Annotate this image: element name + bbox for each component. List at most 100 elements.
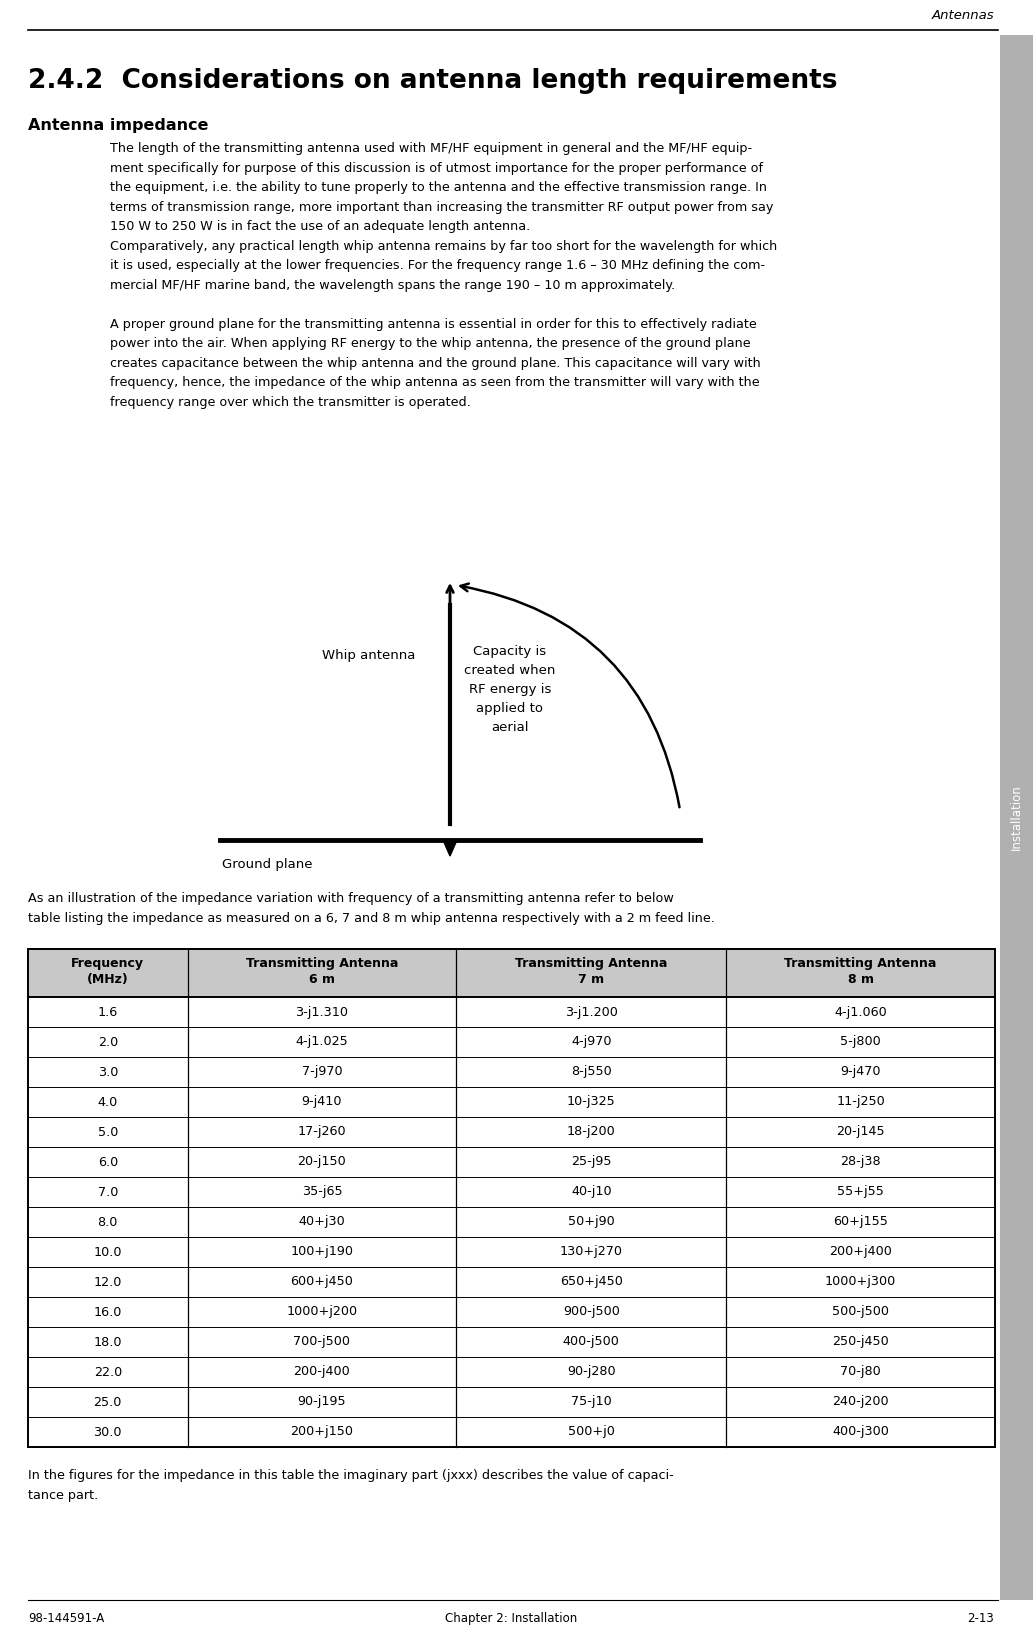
Text: 1000+j200: 1000+j200 — [286, 1305, 357, 1318]
Text: aerial: aerial — [492, 722, 529, 735]
Text: created when: created when — [464, 665, 556, 678]
Text: Chapter 2: Installation: Chapter 2: Installation — [445, 1613, 577, 1626]
Text: RF energy is: RF energy is — [469, 683, 552, 696]
Text: 35-j65: 35-j65 — [302, 1186, 342, 1199]
Bar — [28, 950, 995, 1447]
Text: 7 m: 7 m — [578, 973, 604, 986]
Text: Antennas: Antennas — [932, 8, 994, 21]
Text: 3-j1.200: 3-j1.200 — [565, 1005, 618, 1018]
Text: 240-j200: 240-j200 — [833, 1396, 889, 1409]
Text: 150 W to 250 W is in fact the use of an adequate length antenna.: 150 W to 250 W is in fact the use of an … — [109, 220, 530, 233]
Text: 4.0: 4.0 — [98, 1095, 118, 1108]
Text: 50+j90: 50+j90 — [568, 1215, 615, 1228]
Text: 98-144591-A: 98-144591-A — [28, 1613, 104, 1626]
Text: Capacity is: Capacity is — [473, 645, 546, 658]
Text: table listing the impedance as measured on a 6, 7 and 8 m whip antenna respectiv: table listing the impedance as measured … — [28, 912, 715, 925]
Text: 4-j1.060: 4-j1.060 — [835, 1005, 887, 1018]
Text: power into the air. When applying RF energy to the whip antenna, the presence of: power into the air. When applying RF ene… — [109, 337, 751, 350]
Text: 25.0: 25.0 — [94, 1396, 122, 1409]
Text: 40-j10: 40-j10 — [571, 1186, 612, 1199]
Text: 2-13: 2-13 — [967, 1613, 994, 1626]
Text: 20-j145: 20-j145 — [837, 1126, 885, 1139]
Text: 400-j300: 400-j300 — [833, 1425, 889, 1438]
Text: 16.0: 16.0 — [94, 1305, 122, 1318]
Polygon shape — [443, 841, 457, 855]
Text: mercial MF/HF marine band, the wavelength spans the range 190 – 10 m approximate: mercial MF/HF marine band, the wavelengt… — [109, 279, 676, 292]
Text: it is used, especially at the lower frequencies. For the frequency range 1.6 – 3: it is used, especially at the lower freq… — [109, 259, 765, 272]
Text: 30.0: 30.0 — [94, 1425, 122, 1438]
Text: 17-j260: 17-j260 — [298, 1126, 346, 1139]
Text: tance part.: tance part. — [28, 1489, 98, 1502]
Text: Transmitting Antenna: Transmitting Antenna — [515, 956, 667, 969]
Text: 55+j55: 55+j55 — [837, 1186, 884, 1199]
Text: 1.6: 1.6 — [98, 1005, 118, 1018]
Text: Transmitting Antenna: Transmitting Antenna — [784, 956, 937, 969]
Text: A proper ground plane for the transmitting antenna is essential in order for thi: A proper ground plane for the transmitti… — [109, 318, 757, 331]
Text: 75-j10: 75-j10 — [571, 1396, 612, 1409]
Text: 18.0: 18.0 — [94, 1336, 122, 1349]
Text: terms of transmission range, more important than increasing the transmitter RF o: terms of transmission range, more import… — [109, 200, 774, 213]
Text: 130+j270: 130+j270 — [560, 1246, 623, 1259]
Text: 200+j150: 200+j150 — [290, 1425, 353, 1438]
Bar — [1000, 34, 1033, 1600]
Text: 4-j970: 4-j970 — [571, 1036, 612, 1049]
Text: 400-j500: 400-j500 — [563, 1336, 620, 1349]
Text: Frequency: Frequency — [71, 956, 145, 969]
Text: 500+j0: 500+j0 — [568, 1425, 615, 1438]
Text: the equipment, i.e. the ability to tune properly to the antenna and the effectiv: the equipment, i.e. the ability to tune … — [109, 181, 766, 194]
Text: 60+j155: 60+j155 — [834, 1215, 888, 1228]
Text: 90-j195: 90-j195 — [298, 1396, 346, 1409]
Text: 12.0: 12.0 — [94, 1276, 122, 1289]
Text: 4-j1.025: 4-j1.025 — [295, 1036, 348, 1049]
Text: 10.0: 10.0 — [94, 1246, 122, 1259]
Text: 11-j250: 11-j250 — [836, 1095, 885, 1108]
Text: creates capacitance between the whip antenna and the ground plane. This capacita: creates capacitance between the whip ant… — [109, 357, 760, 370]
Text: 28-j38: 28-j38 — [840, 1155, 881, 1168]
Text: 900-j500: 900-j500 — [563, 1305, 620, 1318]
Text: 2.0: 2.0 — [98, 1036, 118, 1049]
Text: 40+j30: 40+j30 — [299, 1215, 345, 1228]
Text: 20-j150: 20-j150 — [298, 1155, 346, 1168]
Text: 650+j450: 650+j450 — [560, 1276, 623, 1289]
Text: The length of the transmitting antenna used with MF/HF equipment in general and : The length of the transmitting antenna u… — [109, 142, 752, 155]
Text: 3.0: 3.0 — [97, 1065, 118, 1078]
Text: 8 m: 8 m — [848, 973, 874, 986]
Text: 250-j450: 250-j450 — [833, 1336, 889, 1349]
Text: 8.0: 8.0 — [97, 1215, 118, 1228]
Text: 5.0: 5.0 — [97, 1126, 118, 1139]
Text: Antenna impedance: Antenna impedance — [28, 117, 209, 134]
Text: 9-j410: 9-j410 — [302, 1095, 342, 1108]
Text: 70-j80: 70-j80 — [840, 1365, 881, 1378]
Text: 9-j470: 9-j470 — [840, 1065, 881, 1078]
Text: 5-j800: 5-j800 — [840, 1036, 881, 1049]
Text: 600+j450: 600+j450 — [290, 1276, 353, 1289]
Text: 200+j400: 200+j400 — [829, 1246, 893, 1259]
Text: 90-j280: 90-j280 — [567, 1365, 616, 1378]
Text: 7.0: 7.0 — [97, 1186, 118, 1199]
Text: In the figures for the impedance in this table the imaginary part (jxxx) describ: In the figures for the impedance in this… — [28, 1469, 674, 1482]
Text: 6.0: 6.0 — [98, 1155, 118, 1168]
Text: 700-j500: 700-j500 — [293, 1336, 350, 1349]
Text: 2.4.2  Considerations on antenna length requirements: 2.4.2 Considerations on antenna length r… — [28, 68, 838, 94]
Text: Comparatively, any practical length whip antenna remains by far too short for th: Comparatively, any practical length whip… — [109, 239, 777, 252]
Text: Installation: Installation — [1010, 785, 1023, 850]
Text: 8-j550: 8-j550 — [571, 1065, 612, 1078]
Text: 6 m: 6 m — [309, 973, 335, 986]
Text: 7-j970: 7-j970 — [302, 1065, 342, 1078]
Text: 3-j1.310: 3-j1.310 — [295, 1005, 348, 1018]
Text: frequency, hence, the impedance of the whip antenna as seen from the transmitter: frequency, hence, the impedance of the w… — [109, 376, 759, 389]
Text: 18-j200: 18-j200 — [567, 1126, 616, 1139]
Text: 1000+j300: 1000+j300 — [825, 1276, 897, 1289]
Bar — [28, 950, 995, 997]
Text: Ground plane: Ground plane — [222, 858, 313, 872]
Text: (MHz): (MHz) — [87, 973, 129, 986]
Text: 22.0: 22.0 — [94, 1365, 122, 1378]
Text: 100+j190: 100+j190 — [290, 1246, 353, 1259]
Text: 10-j325: 10-j325 — [567, 1095, 616, 1108]
Text: 25-j95: 25-j95 — [571, 1155, 612, 1168]
Text: frequency range over which the transmitter is operated.: frequency range over which the transmitt… — [109, 396, 471, 409]
Text: As an illustration of the impedance variation with frequency of a transmitting a: As an illustration of the impedance vari… — [28, 893, 674, 906]
Text: ment specifically for purpose of this discussion is of utmost importance for the: ment specifically for purpose of this di… — [109, 161, 763, 174]
Text: applied to: applied to — [476, 702, 543, 715]
Text: 200-j400: 200-j400 — [293, 1365, 350, 1378]
